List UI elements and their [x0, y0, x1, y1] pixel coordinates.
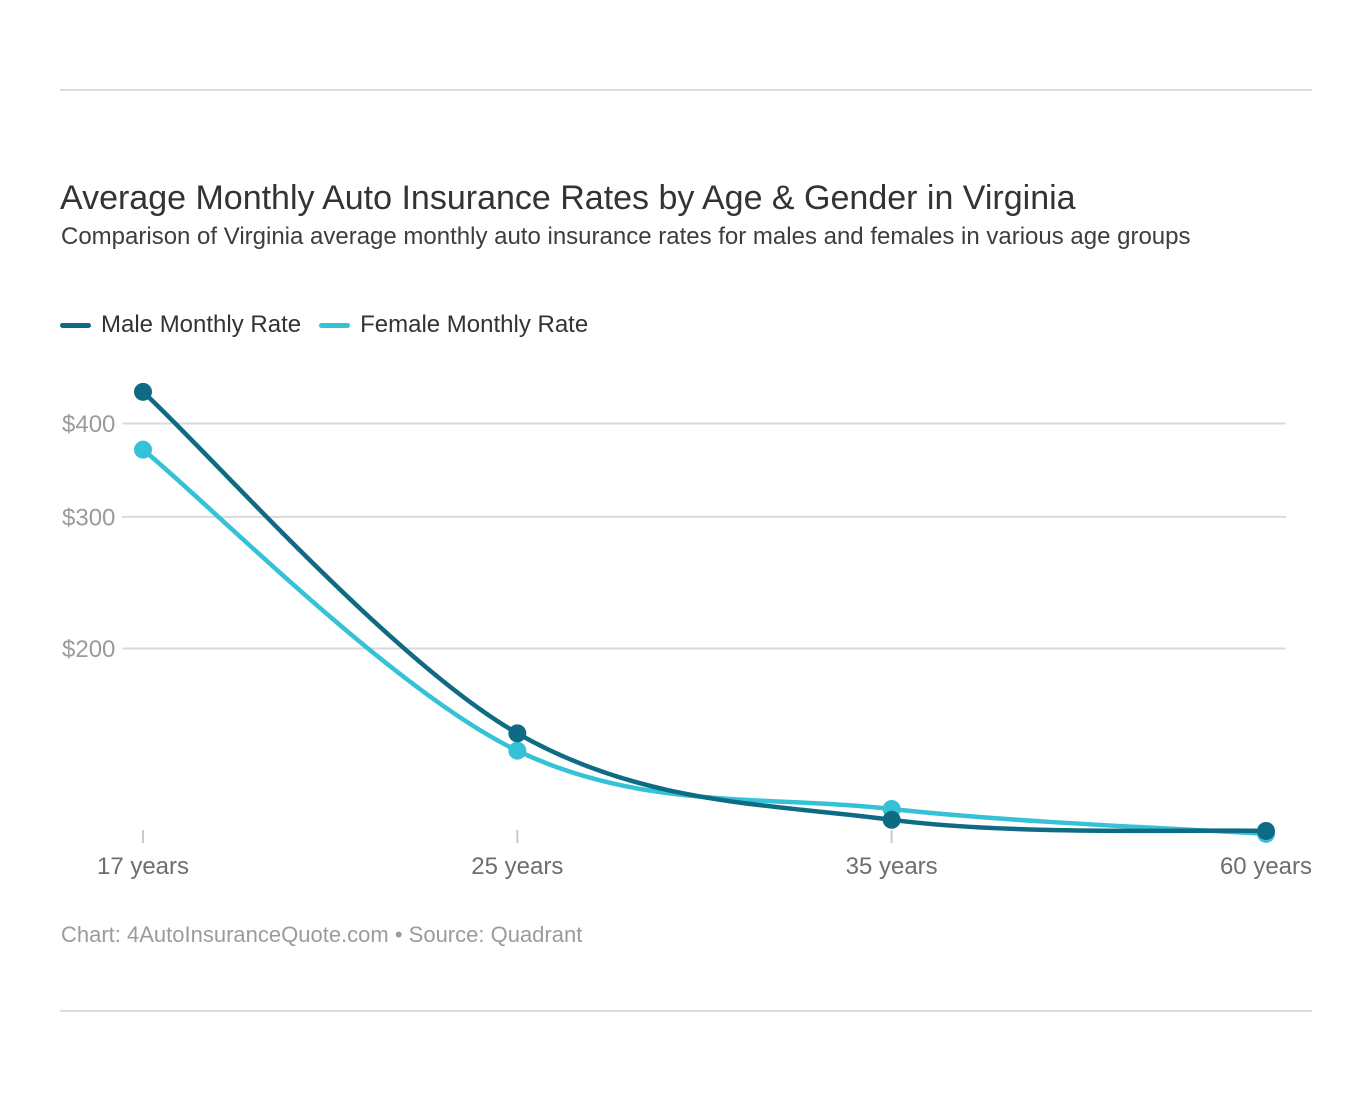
y-axis-tick-label: $400 — [62, 411, 115, 438]
female-line-swatch — [319, 322, 351, 328]
chart-footer: Chart: 4AutoInsuranceQuote.com • Source:… — [61, 922, 583, 947]
legend-item-male: Male Monthly Rate — [60, 311, 301, 339]
plot-area: $400 $300 $200 17 years 25 years 35 years 60 y… — [0, 360, 1372, 900]
male-line-swatch — [60, 322, 91, 328]
female-data-point — [508, 741, 527, 760]
chart-legend: Male Monthly Rate Female Monthly Rate — [60, 311, 588, 339]
legend-label-female: Female Monthly Rate — [360, 311, 589, 338]
male-data-point — [882, 810, 901, 829]
chart-title: Average Monthly Auto Insurance Rates by … — [60, 178, 1076, 217]
line-chart-svg: $400 $300 $200 17 years 25 years 35 years 60 y… — [62, 382, 1312, 880]
male-data-point — [1256, 821, 1275, 840]
x-axis-tick-label: 60 years — [1220, 853, 1312, 880]
y-axis-tick-label: $200 — [62, 636, 115, 663]
male-rate-line — [140, 389, 1269, 834]
x-axis-tick-label: 25 years — [471, 853, 563, 880]
y-axis-tick-label: $300 — [62, 504, 115, 531]
legend-label-male: Male Monthly Rate — [101, 311, 302, 338]
chart-subtitle: Comparison of Virginia average monthly a… — [61, 223, 1191, 250]
legend-item-female: Female Monthly Rate — [319, 311, 588, 339]
x-axis-tick-label: 35 years — [846, 853, 938, 880]
top-divider — [60, 89, 1312, 91]
male-data-point — [508, 724, 527, 743]
female-rate-line — [140, 447, 1269, 837]
bottom-divider — [60, 1010, 1312, 1012]
male-data-point — [134, 382, 152, 401]
x-axis-tick-label: 17 years — [97, 853, 189, 880]
female-data-point — [134, 440, 152, 459]
